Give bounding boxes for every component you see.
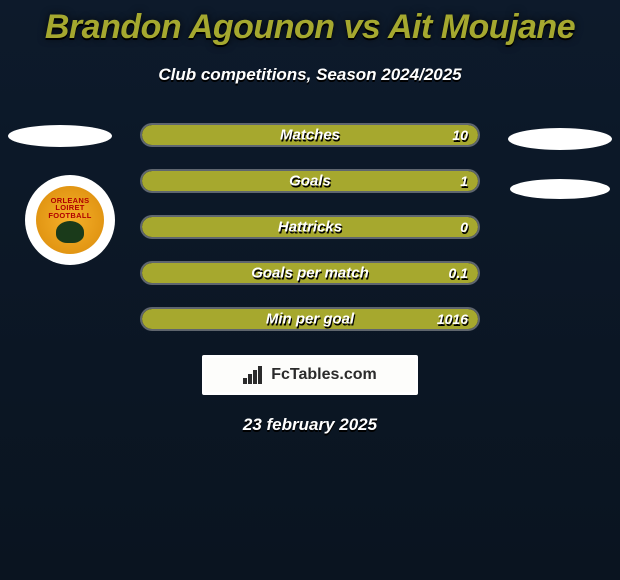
stat-row: Hattricks 0 [140, 215, 480, 239]
stat-value: 1 [460, 173, 468, 189]
stat-row: Goals per match 0.1 [140, 261, 480, 285]
player-badge-left: ORLEANS LOIRET FOOTBALL [25, 175, 115, 265]
decorative-ellipse [508, 128, 612, 150]
stat-value: 10 [452, 127, 468, 143]
stat-label: Hattricks [278, 219, 342, 236]
stat-value: 0 [460, 219, 468, 235]
decorative-ellipse [8, 125, 112, 147]
date-label: 23 february 2025 [0, 415, 620, 435]
bar-chart-icon [243, 366, 265, 384]
stats-list: Matches 10 Goals 1 Hattricks 0 Goals per match… [140, 123, 480, 331]
crest-text: FOOTBALL [48, 212, 91, 220]
stat-label: Goals per match [251, 265, 369, 282]
page-title: Brandon Agounon vs Ait Moujane [0, 0, 620, 47]
stat-label: Min per goal [266, 311, 354, 328]
stat-row: Matches 10 [140, 123, 480, 147]
stat-value: 0.1 [449, 265, 468, 281]
stat-row: Goals 1 [140, 169, 480, 193]
club-crest-icon: ORLEANS LOIRET FOOTBALL [36, 186, 104, 254]
decorative-ellipse [510, 179, 610, 199]
crest-tree-icon [56, 221, 84, 243]
stat-row: Min per goal 1016 [140, 307, 480, 331]
brand-box[interactable]: FcTables.com [202, 355, 418, 395]
stat-value: 1016 [437, 311, 468, 327]
brand-label: FcTables.com [271, 366, 377, 384]
subtitle: Club competitions, Season 2024/2025 [0, 65, 620, 85]
stat-label: Matches [280, 127, 340, 144]
stat-label: Goals [289, 173, 331, 190]
